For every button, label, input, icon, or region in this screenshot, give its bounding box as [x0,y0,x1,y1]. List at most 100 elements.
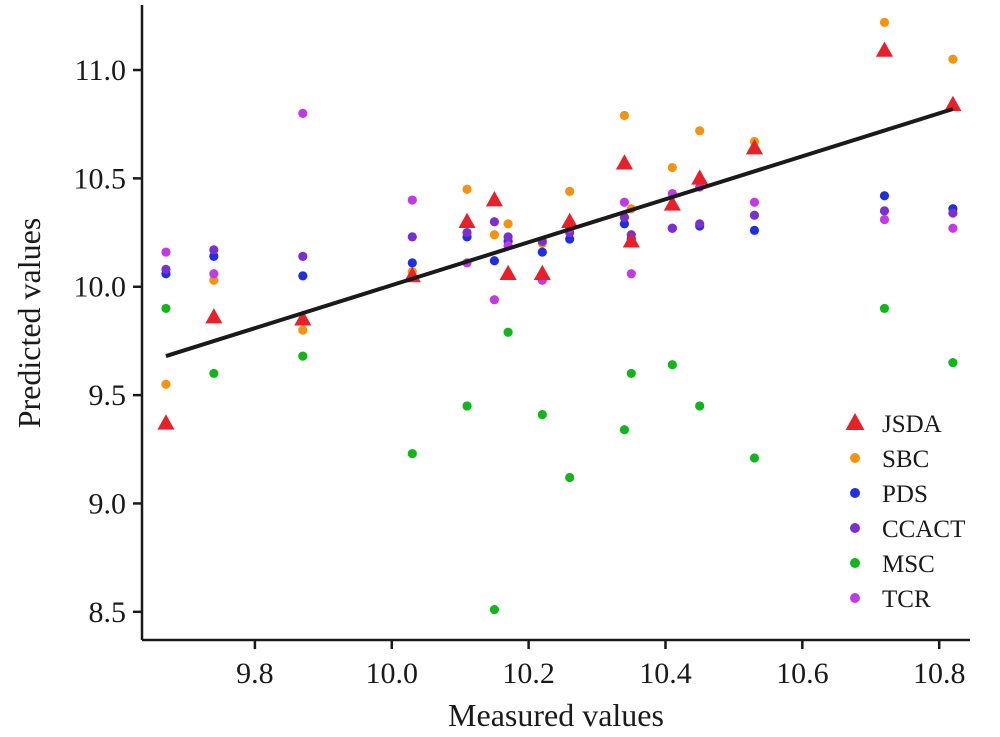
legend-swatch-msc [850,558,860,568]
point-jsda [157,414,175,430]
point-tcr [619,197,630,207]
point-msc [749,453,760,463]
point-ccact [695,219,705,229]
data-points [157,17,962,615]
legend: JSDA SBC PDS CCACT MSC TCR [845,411,965,613]
point-jsda [944,95,962,111]
point-tcr [948,223,958,233]
point-ccact [407,232,417,242]
point-jsda [205,308,223,324]
point-jsda [622,232,640,248]
point-pds [298,271,308,281]
point-msc [565,472,575,483]
point-msc [462,401,472,411]
x-tick-label: 10.0 [366,657,419,690]
point-jsda [663,195,681,211]
point-pds [749,225,760,235]
point-sbc [462,184,472,194]
point-sbc [695,126,705,136]
point-tcr [161,247,171,257]
point-sbc [948,54,958,64]
legend-label-msc: MSC [882,551,935,578]
point-sbc [667,162,677,173]
point-sbc [565,186,575,196]
legend-swatch-tcr [850,593,860,603]
point-sbc [161,379,171,389]
point-jsda [875,41,894,57]
point-tcr [298,108,308,118]
y-tick-label: 10.0 [74,271,127,304]
legend-label-sbc: SBC [882,446,929,473]
point-sbc [879,17,890,27]
point-msc [537,410,547,420]
x-tick-label: 10.8 [913,657,966,690]
point-msc [695,401,705,411]
point-pds [619,219,630,229]
y-tick-label: 9.5 [89,379,127,412]
point-tcr [489,295,500,305]
point-jsda [691,169,709,185]
x-tick-label: 10.2 [502,657,555,690]
legend-swatch-jsda [845,413,865,430]
point-jsda [499,264,517,281]
legend-label-pds: PDS [882,481,928,508]
point-ccact [503,232,513,242]
x-tick-label: 9.8 [236,657,274,690]
axes [140,5,970,642]
point-tcr [209,269,219,279]
point-jsda [485,191,503,207]
point-sbc [489,230,500,240]
point-msc [161,303,171,314]
point-jsda [458,212,476,229]
point-jsda [745,139,763,155]
point-tcr [626,269,636,279]
x-tick-label: 10.4 [639,657,692,690]
point-pds [565,234,575,244]
point-jsda [561,212,579,229]
point-msc [489,605,500,615]
point-tcr [879,214,890,225]
point-msc [626,368,636,379]
point-msc [879,303,890,314]
point-ccact [948,208,958,218]
y-tick-label: 8.5 [89,596,127,629]
point-pds [879,191,890,201]
point-ccact [161,264,171,275]
point-sbc [298,325,308,335]
point-ccact [879,206,890,216]
point-tcr [407,195,417,205]
point-tcr [749,197,760,207]
point-pds [407,258,417,268]
point-ccact [298,251,308,261]
legend-swatch-ccact [850,523,860,533]
point-sbc [209,275,219,285]
x-tick-label: 10.6 [776,657,829,690]
point-jsda [294,310,312,326]
x-axis-title: Measured values [448,697,664,733]
point-pds [489,256,500,266]
point-ccact [209,245,219,255]
point-jsda [615,154,633,170]
point-msc [503,327,513,337]
y-tick-label: 10.5 [74,162,127,195]
y-tick-label: 9.0 [89,487,127,520]
point-msc [948,357,958,368]
fit-line [165,107,954,359]
y-axis-title: Predicted values [11,218,47,429]
point-ccact [667,223,677,233]
point-sbc [619,110,630,121]
point-jsda [533,264,551,281]
point-msc [667,360,677,370]
x-ticks: 9.8 10.0 10.2 10.4 10.6 10.8 [236,640,965,690]
point-ccact [619,212,630,222]
point-msc [298,351,308,361]
point-ccact [489,217,500,227]
point-msc [407,449,417,459]
legend-swatch-pds [850,488,860,498]
point-ccact [462,227,472,238]
y-tick-label: 11.0 [75,54,126,87]
y-ticks: 8.5 9.0 9.5 10.0 10.5 11.0 [74,54,142,629]
legend-label-tcr: TCR [882,586,931,613]
legend-label-jsda: JSDA [882,411,942,438]
